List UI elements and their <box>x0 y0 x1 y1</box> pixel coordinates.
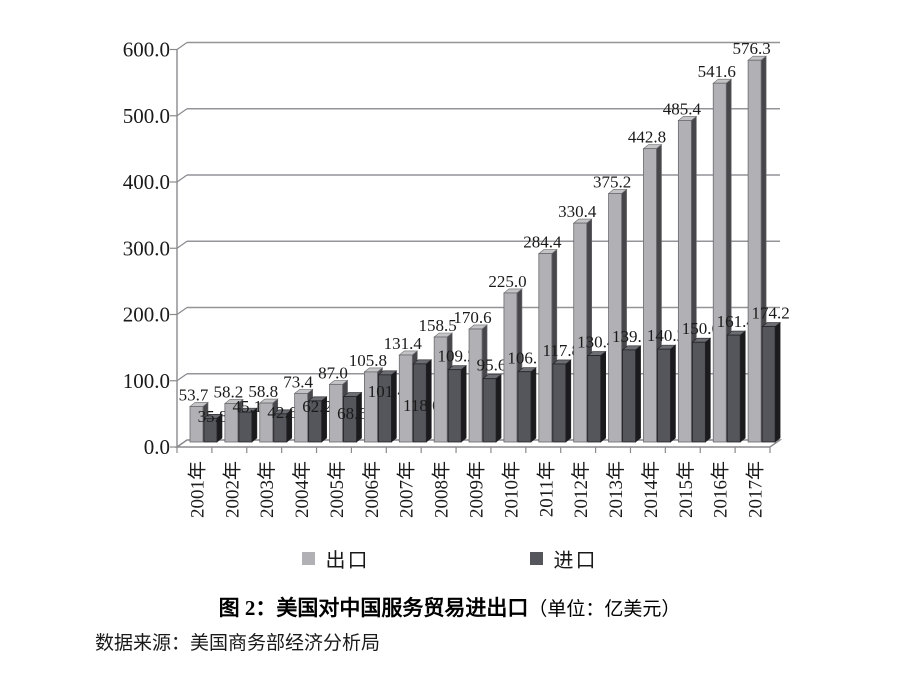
svg-text:2008年: 2008年 <box>431 461 453 518</box>
svg-text:2009年: 2009年 <box>466 461 488 518</box>
svg-text:139.1: 139.1 <box>612 327 650 346</box>
svg-text:485.4: 485.4 <box>663 99 702 118</box>
svg-text:2017年: 2017年 <box>745 461 767 518</box>
svg-text:284.4: 284.4 <box>523 233 562 252</box>
svg-text:101.4: 101.4 <box>368 382 407 401</box>
chart-legend: 出口 进口 <box>0 544 899 573</box>
svg-text:35.8: 35.8 <box>198 407 228 426</box>
figure-caption: 图 2：美国对中国服务贸易进出口（单位：亿美元） <box>0 592 899 622</box>
svg-text:2007年: 2007年 <box>396 461 418 518</box>
svg-text:541.6: 541.6 <box>698 62 736 81</box>
svg-text:58.2: 58.2 <box>214 382 244 401</box>
import-series-swatch-icon <box>529 552 543 565</box>
legend-item-import: 进口 <box>529 544 598 573</box>
svg-text:2014年: 2014年 <box>640 461 662 518</box>
svg-text:130.4: 130.4 <box>577 333 616 352</box>
svg-text:2002年: 2002年 <box>221 461 243 518</box>
svg-text:87.0: 87.0 <box>318 363 348 382</box>
svg-text:0.0: 0.0 <box>144 435 170 459</box>
legend-label-import: 进口 <box>553 550 598 572</box>
svg-text:53.7: 53.7 <box>179 385 209 404</box>
svg-text:117.8: 117.8 <box>543 341 581 360</box>
svg-text:330.4: 330.4 <box>558 202 597 221</box>
data-source-note: 数据来源：美国商务部经济分析局 <box>95 633 381 654</box>
svg-text:174.2: 174.2 <box>751 304 789 323</box>
svg-text:2013年: 2013年 <box>605 461 627 518</box>
svg-text:225.0: 225.0 <box>488 272 526 291</box>
svg-text:58.8: 58.8 <box>248 382 278 401</box>
figure-caption-title: 图 2：美国对中国服务贸易进出口 <box>218 596 529 620</box>
svg-text:45.1: 45.1 <box>233 397 263 416</box>
svg-text:2015年: 2015年 <box>675 461 697 518</box>
svg-text:100.0: 100.0 <box>123 369 170 393</box>
svg-text:158.5: 158.5 <box>419 316 457 335</box>
figure-caption-unit: （单位：亿美元） <box>528 599 681 620</box>
svg-text:442.8: 442.8 <box>628 128 666 147</box>
svg-text:140.2: 140.2 <box>647 326 685 345</box>
svg-text:131.4: 131.4 <box>384 334 423 353</box>
svg-text:2011年: 2011年 <box>535 461 557 517</box>
svg-text:68.6: 68.6 <box>337 404 367 423</box>
svg-text:62.2: 62.2 <box>302 397 332 416</box>
svg-text:73.4: 73.4 <box>283 372 313 391</box>
bar-chart-plot: 0.0 100.0 200.0 300.0 400.0 500.0 600.0 53.7 35.… <box>123 38 790 519</box>
svg-text:600.0: 600.0 <box>123 38 170 62</box>
svg-text:2012年: 2012年 <box>570 461 592 518</box>
legend-label-export: 出口 <box>325 550 370 572</box>
svg-text:375.2: 375.2 <box>593 172 631 191</box>
svg-text:150.6: 150.6 <box>682 319 720 338</box>
svg-text:95.6: 95.6 <box>477 356 507 375</box>
svg-text:118.0: 118.0 <box>403 396 441 415</box>
svg-text:576.3: 576.3 <box>732 39 770 58</box>
svg-text:161.4: 161.4 <box>717 312 756 331</box>
svg-text:2004年: 2004年 <box>291 461 313 518</box>
svg-text:200.0: 200.0 <box>123 303 170 327</box>
svg-text:106.1: 106.1 <box>507 349 545 368</box>
legend-item-export: 出口 <box>301 544 370 573</box>
svg-text:170.6: 170.6 <box>453 308 491 327</box>
svg-text:2006年: 2006年 <box>361 461 383 518</box>
svg-text:400.0: 400.0 <box>123 170 170 194</box>
svg-text:2001年: 2001年 <box>186 461 208 518</box>
svg-text:105.8: 105.8 <box>349 351 387 370</box>
svg-text:2016年: 2016年 <box>710 461 732 518</box>
svg-text:300.0: 300.0 <box>123 236 170 260</box>
export-series-swatch-icon <box>301 552 315 565</box>
svg-text:42.6: 42.6 <box>267 403 297 422</box>
svg-text:109.2: 109.2 <box>438 347 476 366</box>
svg-text:2010年: 2010年 <box>500 461 522 518</box>
svg-text:500.0: 500.0 <box>123 104 170 128</box>
svg-text:2005年: 2005年 <box>326 461 348 518</box>
svg-text:2003年: 2003年 <box>256 461 278 518</box>
